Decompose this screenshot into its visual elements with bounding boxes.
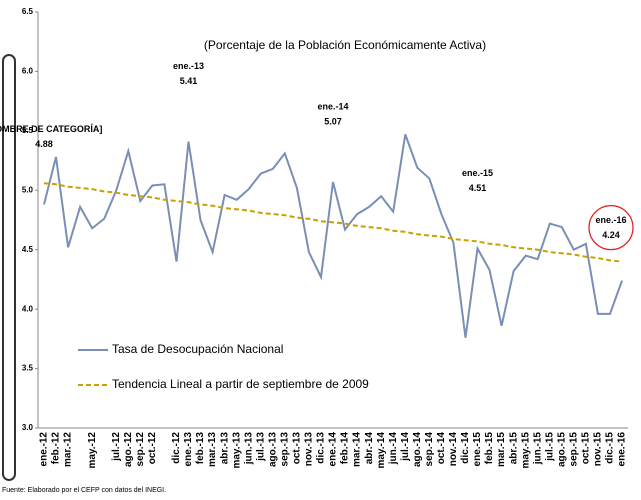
x-tick-label: sep.-12 (135, 432, 146, 467)
x-tick-label: mar.-12 (63, 432, 74, 467)
x-tick-label: jul.-13 (255, 432, 266, 462)
x-tick-label: dic.-13 (316, 432, 327, 464)
annotation-value: 5.41 (180, 76, 198, 86)
x-tick-label: ago.-15 (556, 432, 567, 467)
x-tick-label: feb.-12 (51, 432, 62, 465)
x-tick-label: abr.-15 (508, 432, 519, 465)
x-tick-label: ene.-12 (39, 432, 50, 467)
chart-subtitle: (Porcentaje de la Población Económicamen… (204, 38, 486, 52)
x-tick-label: abr.-14 (364, 432, 375, 465)
y-tick-label: 3.5 (22, 364, 34, 373)
x-tick-label: nov.-15 (593, 432, 604, 467)
source-note: Fuente: Elaborado por el CEFP con datos … (2, 487, 166, 494)
x-tick-label: may.-13 (231, 432, 242, 469)
annotation-label: ene.-14 (317, 101, 348, 111)
x-tick-label: mar.-13 (207, 432, 218, 467)
x-tick-label: ago.-12 (123, 432, 134, 467)
x-tick-label: ene.-13 (183, 432, 194, 467)
x-tick-label: mar.-14 (352, 432, 363, 467)
x-tick-label: nov.-14 (448, 432, 459, 467)
y-tick-label: 6.5 (22, 7, 34, 16)
annotation-value: 4.24 (602, 230, 620, 240)
x-tick-label: ene.-16 (617, 432, 628, 467)
highlight-circle (588, 205, 634, 251)
x-tick-label: nov.-13 (304, 432, 315, 467)
x-tick-label: oct.-12 (147, 432, 158, 465)
x-tick-label: oct.-14 (436, 432, 447, 465)
y-tick-label: 5.5 (22, 126, 34, 135)
series-line (43, 182, 623, 263)
x-tick-label: ene.-14 (328, 432, 339, 467)
annotation-label: ene.-16 (595, 215, 626, 225)
series-line (43, 134, 623, 338)
side-frame (2, 54, 16, 481)
legend-label: Tasa de Desocupación Nacional (112, 342, 283, 356)
x-tick-label: dic.-15 (605, 432, 616, 464)
x-tick-label: jul.-12 (111, 432, 122, 462)
x-tick-label: dic.-12 (171, 432, 182, 464)
y-tick-label: 4.0 (22, 304, 34, 313)
x-tick-label: jul.-14 (400, 432, 411, 462)
x-tick-label: may.-15 (520, 432, 531, 469)
x-tick-label: sep.-14 (424, 432, 435, 467)
x-tick-label: jun.-13 (243, 432, 254, 466)
x-tick-label: feb.-14 (340, 432, 351, 465)
x-tick-label: feb.-15 (484, 432, 495, 465)
x-tick-label: oct.-13 (292, 432, 303, 465)
x-tick-label: feb.-13 (195, 432, 206, 465)
x-tick-label: mar.-15 (496, 432, 507, 467)
x-tick-label: sep.-15 (568, 432, 579, 467)
legend-label: Tendencia Lineal a partir de septiembre … (112, 377, 369, 391)
x-tick-label: ene.-15 (472, 432, 483, 467)
annotation-label: ene.-13 (173, 61, 204, 71)
y-tick-label: 4.5 (22, 245, 34, 254)
y-tick-label: 5.0 (22, 185, 34, 194)
x-tick-label: ago.-14 (412, 432, 423, 467)
x-tick-label: ago.-13 (267, 432, 278, 467)
annotation-value: 4.51 (469, 183, 487, 193)
annotation-value: 4.88 (35, 139, 53, 149)
x-tick-label: sep.-13 (279, 432, 290, 467)
x-tick-label: oct.-15 (581, 432, 592, 465)
x-tick-label: may.-14 (376, 432, 387, 469)
x-tick-label: jul.-15 (544, 432, 555, 462)
x-tick-label: may.-12 (87, 432, 98, 469)
annotation-value: 5.07 (324, 116, 342, 126)
x-tick-label: jun.-15 (532, 432, 543, 466)
annotation-label: ene.-15 (462, 168, 493, 178)
x-tick-label: jun.-14 (388, 432, 399, 466)
y-tick-label: 3.0 (22, 423, 34, 432)
y-tick-label: 6.0 (22, 67, 34, 76)
x-tick-label: dic.-14 (460, 432, 471, 464)
annotation-label: [NOMBRE DE CATEGORÍA] (0, 124, 102, 134)
x-tick-label: abr.-13 (219, 432, 230, 465)
